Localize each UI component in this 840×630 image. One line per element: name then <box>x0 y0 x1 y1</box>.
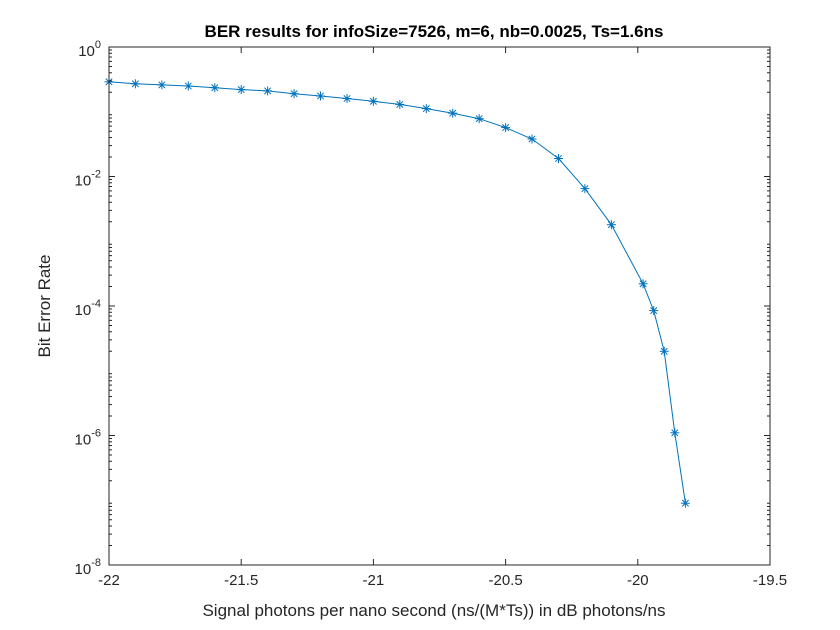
data-point <box>448 108 458 118</box>
y-tick-label: 10-2 <box>75 169 101 190</box>
data-point <box>649 306 659 316</box>
data-point <box>236 85 246 95</box>
x-axis-label: Signal photons per nano second (ns/(M*Ts… <box>202 601 665 620</box>
data-point <box>501 123 511 133</box>
y-tick-label: 10-4 <box>75 298 101 319</box>
data-point <box>210 83 220 93</box>
y-tick-label: 10-6 <box>75 428 101 449</box>
x-tick-label: -22 <box>98 572 120 589</box>
chart-title: BER results for infoSize=7526, m=6, nb=0… <box>205 22 664 41</box>
data-point <box>606 220 616 230</box>
data-point <box>183 81 193 91</box>
data-point <box>527 134 537 144</box>
x-tick-label: -21.5 <box>224 572 258 589</box>
data-point <box>554 154 563 163</box>
data-point <box>474 114 484 124</box>
y-tick-label: 100 <box>78 39 101 60</box>
data-point <box>263 86 273 96</box>
x-tick-label: -21 <box>363 572 385 589</box>
data-point <box>289 89 299 99</box>
plot-area <box>109 47 770 565</box>
data-point <box>368 96 378 106</box>
data-point <box>316 91 325 101</box>
data-point <box>638 279 648 289</box>
x-tick-label: -19.5 <box>753 572 787 589</box>
data-point <box>659 346 669 356</box>
data-point <box>342 94 352 103</box>
y-tick-label: 10-8 <box>75 557 101 578</box>
series-layer <box>104 77 690 508</box>
data-point <box>130 79 140 89</box>
data-point <box>670 428 680 438</box>
data-point <box>395 99 405 109</box>
y-axis-label: Bit Error Rate <box>35 255 54 358</box>
data-point <box>580 184 590 194</box>
data-point <box>157 80 167 90</box>
data-point <box>680 498 690 508</box>
x-tick-label: -20.5 <box>488 572 522 589</box>
data-point <box>421 104 431 114</box>
tick-layer: -22 -21.5 -21 -20.5 -20 -19.5 10-8 10-6 10-4 10-2… <box>75 39 788 589</box>
x-tick-label: -20 <box>627 572 649 589</box>
